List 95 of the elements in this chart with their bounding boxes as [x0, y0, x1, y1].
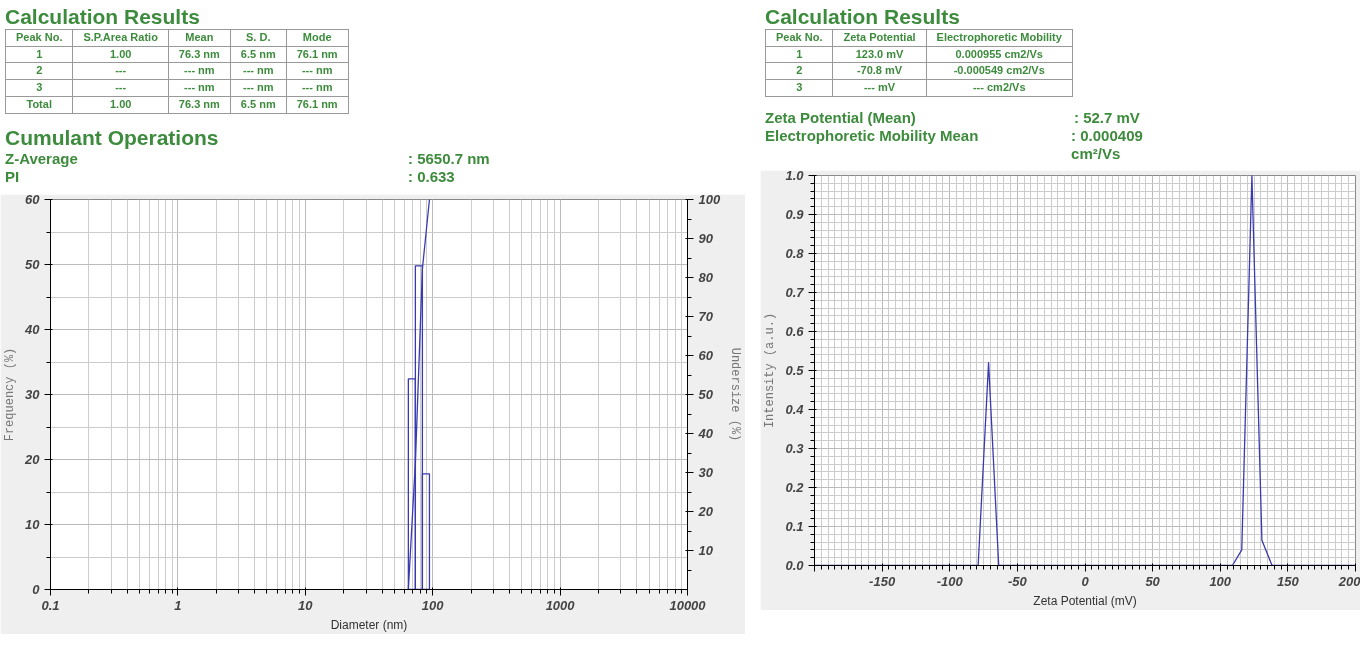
- y2-tick-label: 30: [698, 464, 714, 480]
- text: ---: [72, 62, 169, 80]
- text: 76.1 nm: [286, 46, 349, 63]
- text: --- cm2/Vs: [926, 79, 1073, 97]
- x-axis-title: Zeta Potential (mV): [1033, 593, 1137, 608]
- category-label: Mean: [168, 29, 231, 47]
- text: --- nm: [286, 79, 349, 97]
- text: 0.000955 cm2/Vs: [926, 46, 1073, 63]
- y-tick-label: 30: [25, 386, 41, 402]
- text: : 0.000409 cm²/Vs: [1071, 126, 1144, 163]
- y2-tick-label: 20: [697, 503, 714, 519]
- category-label: Mode: [286, 29, 349, 47]
- y-tick-label: 0.2: [785, 479, 805, 495]
- y2-axis-title: Undersize (%): [728, 347, 743, 441]
- y-axis-title: Frequency (%): [3, 347, 18, 441]
- y2-tick-label: 60: [698, 347, 714, 363]
- y-tick-label: 0.8: [785, 245, 805, 261]
- text: Z-Average: [5, 149, 79, 168]
- y-tick-label: 0.6: [785, 323, 805, 339]
- x-tick-label: 100: [421, 597, 445, 613]
- text: --- nm: [168, 79, 231, 97]
- y2-tick-label: 90: [698, 230, 714, 246]
- y-tick-label: 1.0: [785, 167, 805, 183]
- text: --- nm: [286, 62, 349, 80]
- y-tick-label: 40: [24, 321, 41, 337]
- y-tick-label: 0.7: [785, 284, 805, 300]
- text: PI: [5, 167, 21, 186]
- y2-tick-label: 100: [698, 191, 721, 207]
- text: 6.5 nm: [230, 46, 287, 63]
- text: Calculation Results: [765, 5, 961, 29]
- x-tick-label: 10: [298, 597, 314, 613]
- y2-tick-label: 10: [698, 542, 714, 558]
- text: Zeta Potential (Mean): [765, 108, 917, 127]
- text: 2: [765, 62, 833, 80]
- category-label: S.P.Area Ratio: [72, 29, 169, 47]
- y-tick-label: 60: [25, 191, 41, 207]
- text: 3: [765, 79, 833, 97]
- category-label: Electrophoretic Mobility: [926, 29, 1073, 47]
- x-tick-label: -100: [936, 573, 964, 589]
- category-label: S. D.: [230, 29, 287, 47]
- text: --- mV: [832, 79, 927, 97]
- text: : 5650.7 nm: [408, 149, 490, 168]
- text: -0.000549 cm2/Vs: [926, 62, 1073, 80]
- text: --- nm: [168, 62, 231, 80]
- text: Calculation Results: [5, 5, 201, 29]
- line-series: [407, 199, 431, 590]
- y-tick-label: 0.4: [785, 401, 805, 417]
- text: Electrophoretic Mobility Mean: [765, 126, 980, 146]
- text: --- nm: [230, 79, 287, 97]
- text: 123.0 mV: [832, 46, 927, 63]
- text: 76.3 nm: [168, 96, 231, 114]
- y2-tick-label: 80: [698, 269, 714, 285]
- x-tick-label: 100: [1209, 573, 1232, 589]
- x-tick-label: 50: [1145, 573, 1161, 589]
- y-tick-label: 10: [25, 516, 41, 532]
- text: : 0.633: [408, 167, 455, 186]
- x-tick-label: 200: [1337, 573, 1362, 589]
- y2-tick-label: 70: [698, 308, 714, 324]
- y2-tick-label: 40: [697, 425, 714, 441]
- x-tick-label: -50: [1007, 573, 1028, 589]
- text: 6.5 nm: [230, 96, 287, 114]
- x-tick-label: -150: [869, 573, 896, 589]
- y-tick-label: 0.9: [785, 206, 805, 222]
- text: Cumulant Operations: [5, 125, 220, 150]
- text: 76.1 nm: [286, 96, 349, 114]
- x-tick-label: 150: [1277, 573, 1300, 589]
- category-label: Zeta Potential: [832, 29, 927, 47]
- x-tick-label: 1: [174, 597, 182, 613]
- y-tick-label: 20: [24, 451, 41, 467]
- y-tick-label: 0.1: [785, 518, 804, 534]
- x-tick-label: 10000: [669, 597, 707, 613]
- text: -70.8 mV: [832, 62, 927, 80]
- text: Total: [5, 96, 73, 114]
- x-tick-label: 0.1: [41, 597, 60, 613]
- text: 1.00: [72, 96, 169, 114]
- y-tick-label: 0.0: [785, 557, 805, 573]
- x-tick-label: 1000: [545, 597, 576, 613]
- text: --- nm: [230, 62, 287, 80]
- x-tick-label: 0: [1081, 573, 1090, 589]
- text: 76.3 nm: [168, 46, 231, 63]
- y-tick-label: 50: [25, 256, 41, 272]
- text: 2: [5, 62, 73, 80]
- text: ---: [72, 79, 169, 97]
- y-axis-title: Intensity (a.u.): [763, 312, 778, 428]
- y-tick-label: 0.5: [785, 362, 805, 378]
- text: 3: [5, 79, 73, 97]
- text: 1: [5, 46, 73, 63]
- category-label: Peak No.: [5, 29, 73, 47]
- y-tick-label: 0.3: [785, 440, 805, 456]
- text: 1.00: [72, 46, 169, 63]
- category-label: Peak No.: [765, 29, 833, 47]
- y2-tick-label: 50: [698, 386, 714, 402]
- text: : 52.7 mV: [1074, 108, 1140, 127]
- x-axis-title: Diameter (nm): [330, 617, 408, 632]
- text: 1: [765, 46, 833, 63]
